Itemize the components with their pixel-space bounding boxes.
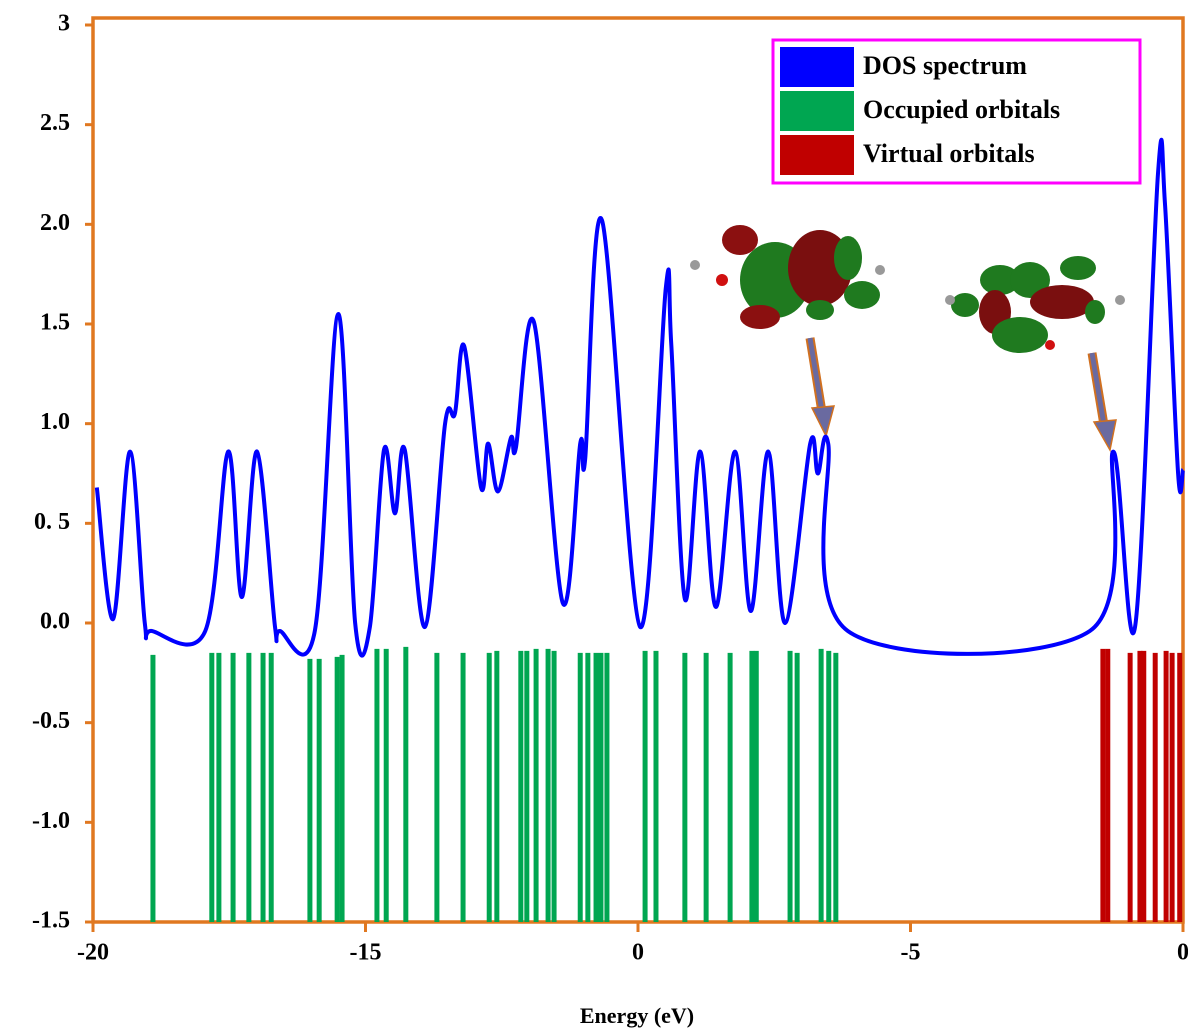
- y-tick-label: 0. 5: [34, 509, 70, 535]
- x-tick-label: -15: [350, 940, 382, 966]
- y-tick-label: 2.5: [40, 110, 70, 136]
- x-tick-label: 0: [1177, 940, 1188, 966]
- legend-label: Occupied orbitals: [863, 95, 1060, 124]
- legend-swatch: [780, 47, 854, 87]
- legend-label: DOS spectrum: [863, 51, 1027, 80]
- x-tick-label: 0: [632, 940, 644, 966]
- x-tick-label: -5: [901, 940, 921, 966]
- legend-label: Virtual orbitals: [863, 139, 1035, 168]
- y-tick-label: -1.0: [32, 808, 70, 834]
- y-tick-label: 0.0: [40, 609, 70, 635]
- x-tick-label: -20: [77, 940, 109, 966]
- x-axis-label: Energy (eV): [580, 1003, 694, 1028]
- y-tick-label: 1.5: [40, 310, 70, 336]
- y-tick-label: 1.0: [40, 409, 70, 435]
- y-tick-label: 3: [58, 11, 70, 37]
- y-tick-label: -1.5: [32, 908, 70, 934]
- legend-swatch: [780, 91, 854, 131]
- legend-swatch: [780, 135, 854, 175]
- y-tick-label: 2.0: [40, 210, 70, 236]
- dos-curve: [94, 137, 1185, 658]
- molecule-homo: [690, 225, 1125, 353]
- arrows: [805, 337, 1117, 453]
- y-tick-label: -0.5: [32, 708, 70, 734]
